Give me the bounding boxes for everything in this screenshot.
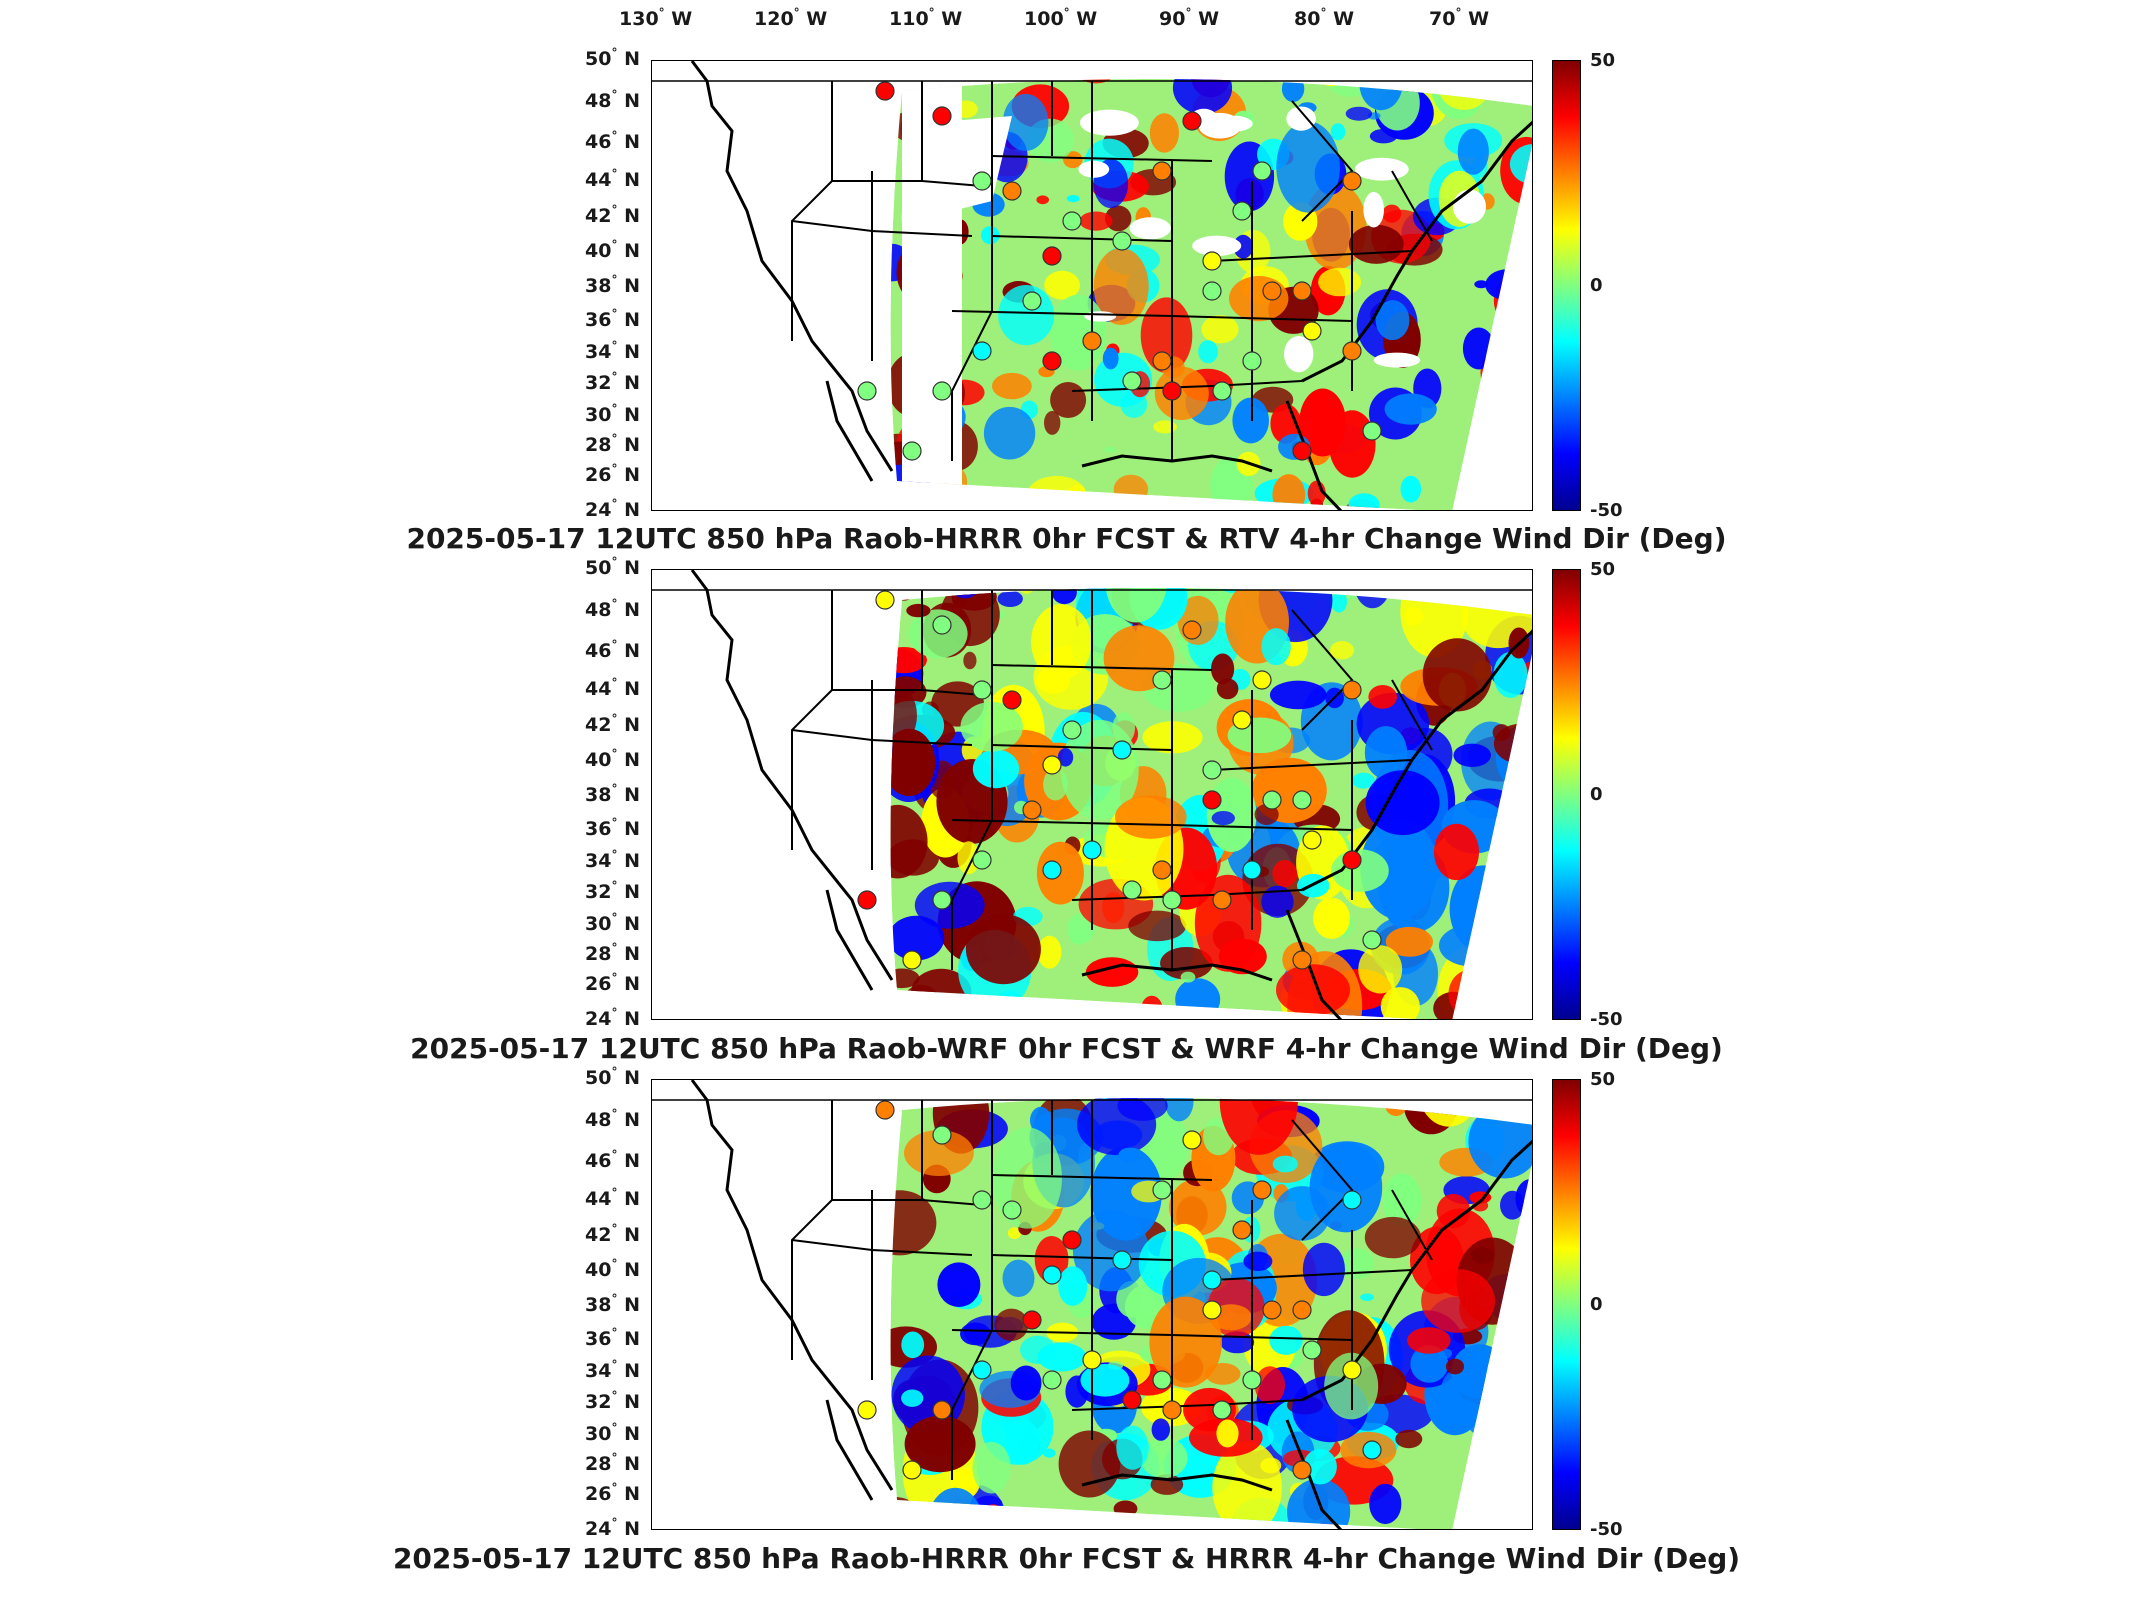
latitude-label: 48° N — [585, 597, 640, 621]
latitude-label: 42° N — [585, 1222, 640, 1246]
longitude-label: 120° W — [754, 6, 828, 30]
latitude-label: 50° N — [585, 46, 640, 70]
colorbar-min-label: -50 — [1590, 500, 1623, 521]
latitude-label: 46° N — [585, 638, 640, 662]
longitude-label: 70° W — [1429, 6, 1490, 30]
panel-title: 2025-05-17 12UTC 850 hPa Raob-WRF 0hr FC… — [410, 1032, 1723, 1065]
latitude-label: 46° N — [585, 129, 640, 153]
latitude-label: 48° N — [585, 88, 640, 112]
latitude-label: 34° N — [585, 848, 640, 872]
latitude-label: 32° N — [585, 879, 640, 903]
latitude-label: 38° N — [585, 782, 640, 806]
latitude-label: 36° N — [585, 307, 640, 331]
panel-title: 2025-05-17 12UTC 850 hPa Raob-HRRR 0hr F… — [392, 1542, 1741, 1575]
map-frame — [651, 569, 1533, 1020]
longitude-label: 90° W — [1159, 6, 1220, 30]
colorbar — [1552, 60, 1581, 511]
latitude-label: 40° N — [585, 747, 640, 771]
latitude-label: 24° N — [585, 1006, 640, 1030]
map-frame — [651, 1079, 1533, 1530]
latitude-label: 40° N — [585, 1257, 640, 1281]
colorbar-mid-label: 0 — [1590, 784, 1603, 805]
latitude-label: 26° N — [585, 971, 640, 995]
map-canvas — [652, 570, 1532, 1019]
latitude-label: 26° N — [585, 462, 640, 486]
longitude-label: 110° W — [889, 6, 963, 30]
latitude-label: 28° N — [585, 432, 640, 456]
map-frame — [651, 60, 1533, 511]
panel-title: 2025-05-17 12UTC 850 hPa Raob-HRRR 0hr F… — [406, 522, 1727, 555]
latitude-label: 42° N — [585, 203, 640, 227]
latitude-label: 34° N — [585, 1358, 640, 1382]
latitude-label: 32° N — [585, 1389, 640, 1413]
colorbar — [1552, 1079, 1581, 1530]
colorbar-mid-label: 0 — [1590, 275, 1603, 296]
latitude-label: 26° N — [585, 1481, 640, 1505]
longitude-label: 80° W — [1294, 6, 1355, 30]
latitude-label: 24° N — [585, 1516, 640, 1540]
latitude-label: 36° N — [585, 816, 640, 840]
latitude-label: 34° N — [585, 339, 640, 363]
latitude-label: 42° N — [585, 712, 640, 736]
colorbar — [1552, 569, 1581, 1020]
latitude-label: 28° N — [585, 941, 640, 965]
latitude-label: 44° N — [585, 167, 640, 191]
map-canvas — [652, 61, 1532, 510]
latitude-label: 50° N — [585, 555, 640, 579]
latitude-label: 50° N — [585, 1065, 640, 1089]
latitude-label: 32° N — [585, 370, 640, 394]
latitude-label: 38° N — [585, 1292, 640, 1316]
latitude-label: 46° N — [585, 1148, 640, 1172]
colorbar-min-label: -50 — [1590, 1519, 1623, 1540]
latitude-label: 30° N — [585, 1421, 640, 1445]
latitude-label: 38° N — [585, 273, 640, 297]
map-canvas — [652, 1080, 1532, 1529]
colorbar-max-label: 50 — [1590, 1069, 1616, 1090]
latitude-label: 28° N — [585, 1451, 640, 1475]
latitude-label: 24° N — [585, 497, 640, 521]
latitude-label: 30° N — [585, 402, 640, 426]
longitude-label: 100° W — [1024, 6, 1098, 30]
latitude-label: 48° N — [585, 1107, 640, 1131]
colorbar-min-label: -50 — [1590, 1009, 1623, 1030]
latitude-label: 36° N — [585, 1326, 640, 1350]
latitude-label: 30° N — [585, 911, 640, 935]
longitude-label: 130° W — [619, 6, 693, 30]
latitude-label: 44° N — [585, 676, 640, 700]
latitude-label: 44° N — [585, 1186, 640, 1210]
latitude-label: 40° N — [585, 238, 640, 262]
colorbar-max-label: 50 — [1590, 50, 1616, 71]
colorbar-max-label: 50 — [1590, 559, 1616, 580]
colorbar-mid-label: 0 — [1590, 1294, 1603, 1315]
